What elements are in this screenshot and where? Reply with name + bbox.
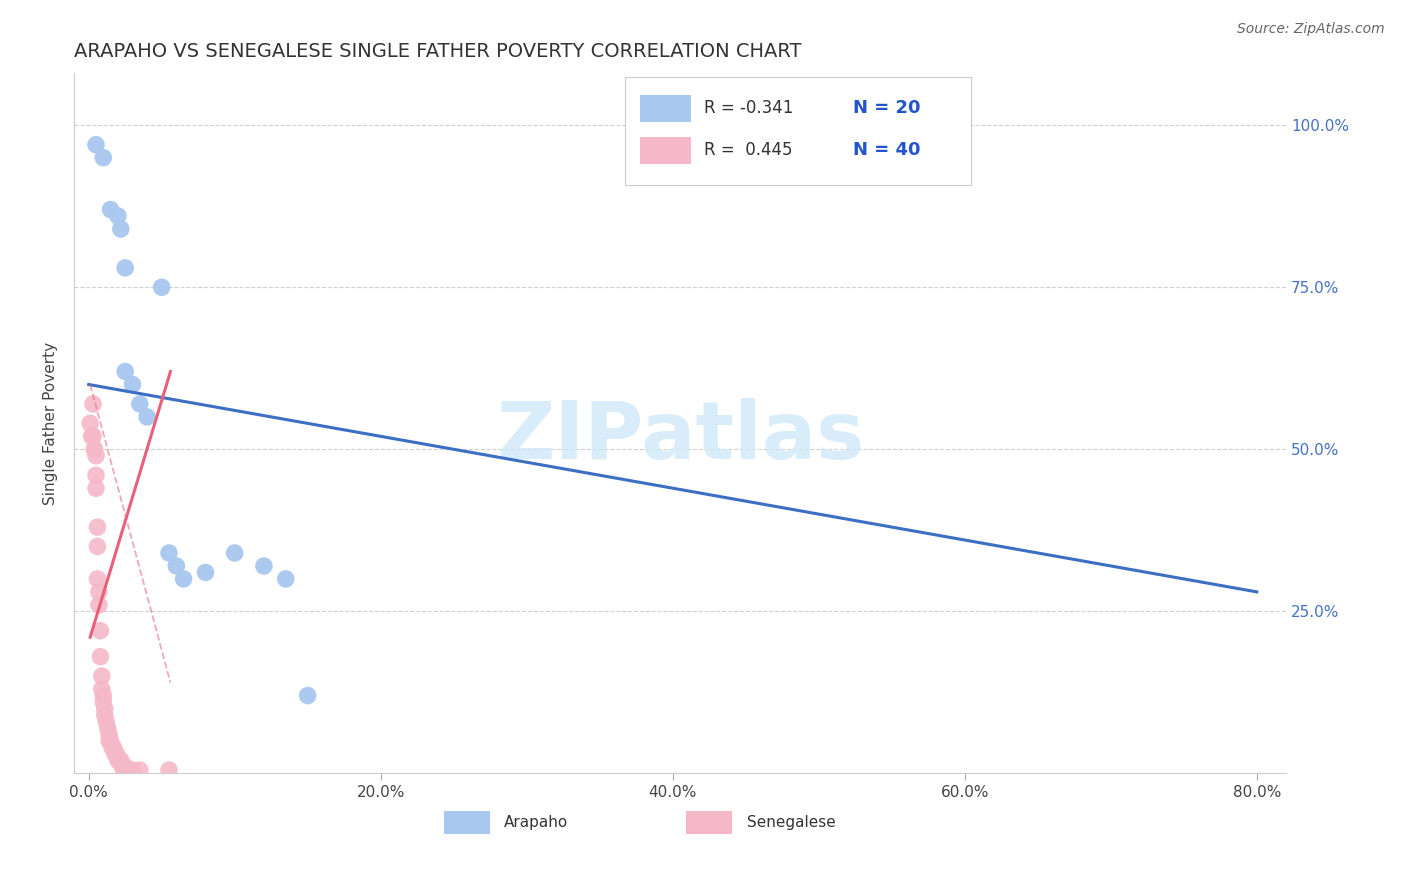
Point (128, 763, 150, 777)
Point (82, 429, 104, 443)
Point (97, 721, 120, 735)
Point (224, 546, 246, 560)
Point (87, 585, 110, 599)
Text: Source: ZipAtlas.com: Source: ZipAtlas.com (1237, 22, 1385, 37)
Point (84, 468, 107, 483)
Point (157, 546, 180, 560)
Text: N = 40: N = 40 (853, 142, 921, 160)
Point (274, 572, 297, 586)
Text: Senegalese: Senegalese (747, 814, 835, 830)
Y-axis label: Single Father Poverty: Single Father Poverty (44, 342, 58, 505)
Point (105, 747, 128, 761)
Point (83, 442, 105, 457)
Point (253, 558, 276, 573)
Point (111, 760, 134, 774)
Point (101, 740, 124, 755)
Point (98, 734, 121, 748)
Point (157, 763, 180, 777)
Point (104, 747, 127, 761)
Point (89, 624, 111, 638)
Point (94, 708, 117, 723)
Text: N = 20: N = 20 (853, 99, 921, 118)
Point (128, 397, 150, 411)
Point (121, 763, 143, 777)
FancyBboxPatch shape (626, 77, 972, 186)
Point (96, 714, 118, 729)
FancyBboxPatch shape (444, 811, 489, 833)
Point (121, 377, 143, 392)
Point (100, 202, 122, 217)
Point (87, 598, 110, 612)
Point (79, 417, 101, 431)
Point (91, 151, 114, 165)
Point (84, 481, 107, 495)
Point (107, 209, 129, 223)
Point (90, 682, 112, 697)
Text: Arapaho: Arapaho (505, 814, 568, 830)
Point (84, 137, 107, 152)
Point (136, 409, 159, 424)
Text: ZIPatlas: ZIPatlas (496, 399, 865, 476)
Point (661, 137, 683, 152)
Point (86, 520, 108, 534)
Point (94, 701, 117, 715)
Point (86, 572, 108, 586)
Point (89, 649, 111, 664)
Point (100, 734, 122, 748)
Point (82, 397, 104, 411)
Point (91, 689, 114, 703)
Point (91, 695, 114, 709)
Text: ARAPAHO VS SENEGALESE SINGLE FATHER POVERTY CORRELATION CHART: ARAPAHO VS SENEGALESE SINGLE FATHER POVE… (75, 42, 801, 61)
Point (114, 260, 136, 275)
Point (86, 540, 108, 554)
Point (110, 222, 132, 236)
Point (114, 365, 136, 379)
Point (90, 669, 112, 683)
Point (103, 740, 125, 755)
Point (114, 760, 136, 774)
FancyBboxPatch shape (686, 811, 733, 833)
Point (108, 753, 131, 767)
Point (173, 572, 195, 586)
FancyBboxPatch shape (640, 95, 690, 121)
Point (98, 727, 121, 741)
Point (83, 442, 105, 457)
Point (110, 753, 132, 767)
Text: R =  0.445: R = 0.445 (704, 142, 793, 160)
Point (150, 280, 173, 294)
Point (297, 689, 319, 703)
Point (107, 753, 129, 767)
Point (165, 558, 187, 573)
Point (84, 449, 107, 463)
Point (80, 429, 103, 443)
Text: R = -0.341: R = -0.341 (704, 99, 793, 118)
FancyBboxPatch shape (640, 137, 690, 164)
Point (194, 566, 217, 580)
Point (112, 760, 135, 774)
